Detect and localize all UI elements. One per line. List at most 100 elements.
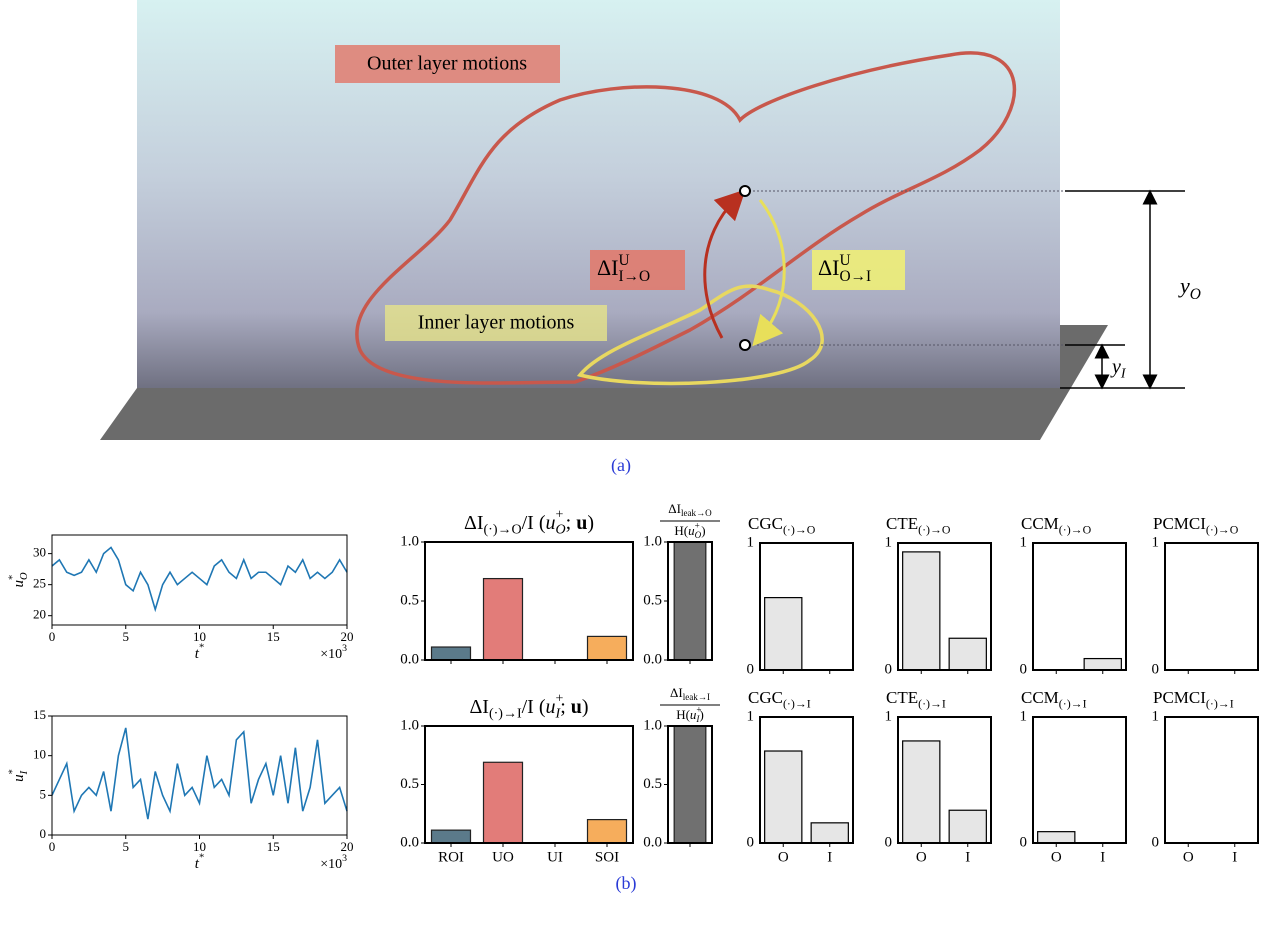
text-part: ΔI: [464, 512, 484, 534]
title-numerator: ΔIleak→I: [670, 685, 710, 702]
y-tick-label: 0: [885, 661, 893, 677]
illustration: Outer layer motions Inner layer motions: [100, 0, 1185, 440]
y-tick-label: 0.5: [400, 776, 419, 792]
y-tick-label: 0: [885, 834, 893, 850]
text-part: CTE: [886, 514, 918, 533]
height-label: yO: [1178, 273, 1201, 303]
bar: [674, 542, 706, 660]
text-part: O: [1190, 286, 1201, 303]
chart-title: PCMCI(·)→I: [1153, 688, 1234, 710]
x-tick-label: O: [1183, 849, 1194, 865]
y-tick-label: 0: [1020, 661, 1028, 677]
text-part: U: [618, 251, 629, 268]
text-part: ΔI: [668, 501, 681, 516]
text-part: (·)→O: [783, 522, 816, 536]
text-part: 3: [342, 853, 347, 864]
y-tick-label: 1: [885, 534, 893, 550]
y-axis-label: u*I: [8, 769, 30, 782]
text-part: H(: [676, 707, 690, 722]
text-part: ×10: [320, 857, 342, 872]
chart-title: CCM(·)→O: [1021, 514, 1092, 536]
y-tick-label: 0: [1020, 834, 1028, 850]
bar: [903, 741, 940, 843]
x-tick-label: 0: [49, 629, 56, 644]
y-tick-label: 1: [747, 708, 755, 724]
text-part: u: [546, 512, 556, 534]
point-inner: [740, 340, 750, 350]
text-part: CGC: [748, 688, 783, 707]
text-part: PCMCI: [1153, 688, 1206, 707]
figure: Outer layer motions Inner layer motions …: [0, 0, 1280, 930]
inner-label: Inner layer motions: [418, 312, 575, 334]
text-part: O: [556, 523, 566, 538]
x-tick-label: O: [916, 849, 927, 865]
y-tick-label: 1: [1020, 708, 1028, 724]
text-part: *: [8, 769, 19, 774]
y-tick-label: 30: [33, 545, 46, 560]
text-part: *: [8, 575, 19, 580]
bar: [484, 762, 523, 843]
axes-frame: [52, 535, 347, 625]
axes-frame: [1165, 717, 1258, 843]
y-tick-label: 10: [33, 747, 46, 762]
text-part: CCM: [1021, 514, 1059, 533]
bar: [588, 636, 627, 660]
chart: 01: [1020, 534, 1127, 677]
text-part: I: [19, 770, 30, 775]
x-tick-label: UI: [547, 849, 563, 865]
x-tick-label: ROI: [438, 849, 464, 865]
text-part: I: [1120, 367, 1127, 382]
text-part: CCM: [1021, 688, 1059, 707]
y-tick-label: 1: [1152, 708, 1160, 724]
text-part: ;: [560, 696, 571, 718]
y-tick-label: 0: [747, 834, 755, 850]
x-multiplier: ×103: [320, 643, 347, 662]
chart-title: CTE(·)→O: [886, 514, 951, 536]
y-tick-label: 0: [40, 826, 47, 841]
y-tick-label: 0.5: [400, 592, 419, 608]
bar: [765, 598, 802, 670]
text-part: (·)→O: [918, 522, 951, 536]
y-tick-label: 0.0: [643, 651, 662, 667]
text-part: (·)→I: [489, 707, 522, 722]
x-tick-label: 20: [341, 839, 354, 854]
text-part: u: [11, 580, 27, 588]
caption: (b): [616, 873, 637, 894]
x-tick-label: UO: [492, 849, 514, 865]
x-tick-label: SOI: [595, 849, 619, 865]
point-outer: [740, 186, 750, 196]
y-tick-label: 0.5: [643, 592, 662, 608]
x-tick-label: O: [1051, 849, 1062, 865]
chart: 01: [1152, 534, 1259, 677]
bar: [432, 830, 471, 843]
axes-frame: [1165, 543, 1258, 670]
text-part: *: [199, 853, 204, 864]
text-part: ;: [566, 512, 577, 534]
y-tick-label: 0.0: [643, 834, 662, 850]
text-part: (·)→O: [484, 523, 522, 538]
bar: [674, 726, 706, 843]
text-part: u: [576, 512, 587, 534]
y-tick-label: 1.0: [400, 717, 419, 733]
y-tick-label: 0.0: [400, 651, 419, 667]
chart: 01: [885, 534, 992, 677]
axes-frame: [52, 716, 347, 835]
y-tick-label: 1: [1152, 534, 1160, 550]
text-part: ): [587, 512, 594, 534]
x-tick-label: I: [1232, 849, 1237, 865]
bar: [588, 820, 627, 843]
text-part: O→I: [839, 268, 871, 285]
y-tick-label: 1.0: [643, 717, 662, 733]
x-axis-label: t*: [195, 853, 204, 872]
title-denominator: H(u+I): [676, 705, 704, 725]
y-tick-label: 1.0: [643, 533, 662, 549]
text-part: +: [556, 508, 564, 523]
bar: [1038, 832, 1075, 843]
series-line: [52, 728, 347, 819]
text-part: /I (: [522, 696, 546, 718]
series-line: [52, 547, 347, 609]
text-part: ΔI: [597, 255, 618, 280]
text-part: ): [701, 523, 705, 538]
